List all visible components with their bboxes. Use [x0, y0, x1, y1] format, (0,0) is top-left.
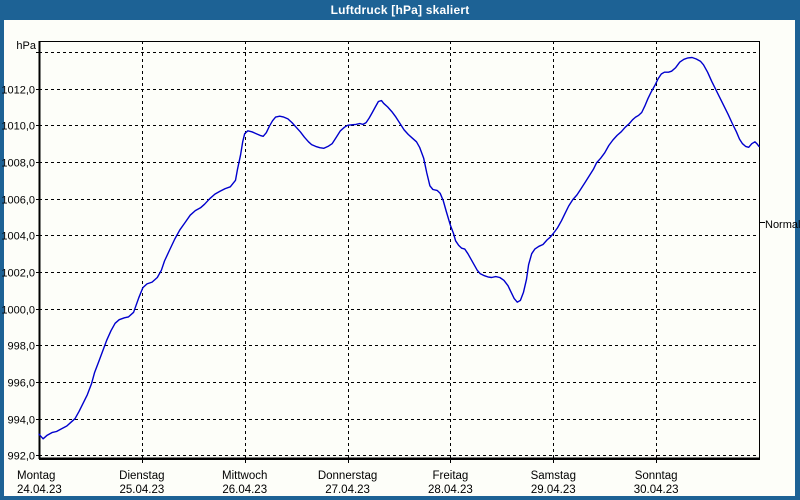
y-tick-label: 1006,0 — [1, 195, 35, 207]
x-day-label: Freitag — [433, 470, 469, 482]
x-date-label: 29.04.23 — [531, 484, 576, 496]
y-tick-label: 1010,0 — [1, 121, 35, 133]
x-date-label: 26.04.23 — [222, 484, 267, 496]
y-tick-label: 992,0 — [7, 451, 35, 463]
y-tick-label: 1002,0 — [1, 268, 35, 280]
y-tick-label: 1004,0 — [1, 231, 35, 243]
x-date-label: 30.04.23 — [634, 484, 679, 496]
x-day-label: Donnerstag — [318, 470, 377, 482]
y-tick-label: 994,0 — [7, 415, 35, 427]
y-tick-label: 998,0 — [7, 341, 35, 353]
plot-frame — [39, 41, 760, 460]
chart-client-area — [4, 20, 795, 496]
window-titlebar[interactable]: Luftdruck [hPa] skaliert — [0, 0, 800, 20]
y-tick-label: 1000,0 — [1, 305, 35, 317]
normal-marker-label: Normal — [765, 219, 800, 231]
x-date-label: 24.04.23 — [17, 484, 62, 496]
x-day-label: Montag — [17, 470, 55, 482]
gridlines — [36, 41, 759, 463]
y-tick-label: 996,0 — [7, 378, 35, 390]
y-axis-unit-label: hPa — [16, 40, 36, 52]
x-day-label: Sonntag — [635, 470, 678, 482]
y-tick-label: 1012,0 — [1, 85, 35, 97]
x-day-label: Dienstag — [119, 470, 164, 482]
x-date-label: 28.04.23 — [428, 484, 473, 496]
window-title: Luftdruck [hPa] skaliert — [330, 3, 470, 17]
pressure-line — [38, 56, 760, 440]
x-date-label: 25.04.23 — [119, 484, 164, 496]
x-day-label: Samstag — [531, 470, 576, 482]
x-day-label: Mittwoch — [222, 470, 267, 482]
x-date-label: 27.04.23 — [325, 484, 370, 496]
y-tick-label: 1008,0 — [1, 158, 35, 170]
